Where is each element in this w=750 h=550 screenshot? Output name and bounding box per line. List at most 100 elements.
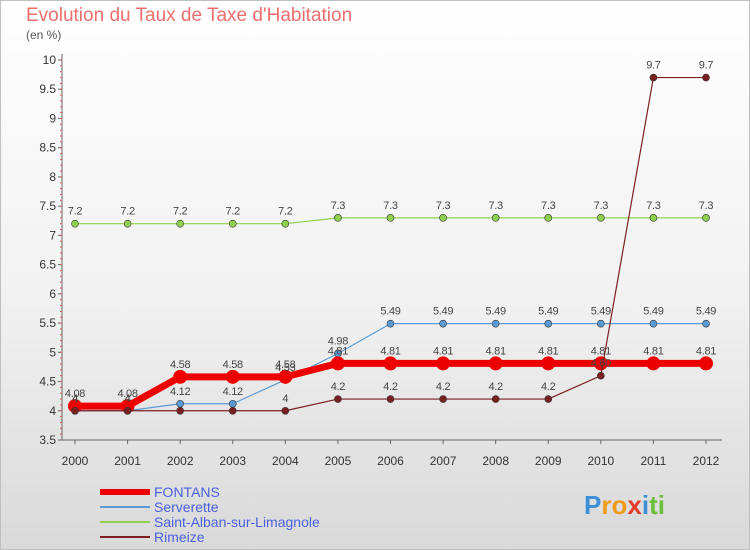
legend-label-serverette: Serverette (154, 499, 219, 515)
data-point (334, 395, 342, 403)
data-label: 9.7 (646, 60, 661, 72)
data-label: 5.49 (643, 306, 663, 318)
data-point (649, 319, 658, 328)
data-point (176, 406, 184, 415)
x-tick-label: 2004 (272, 454, 299, 468)
data-label: 7.3 (436, 200, 451, 212)
data-point (439, 319, 447, 328)
logo-letter: t (649, 490, 658, 520)
data-label: 4.08 (117, 388, 137, 400)
logo-letter: P (584, 490, 602, 520)
data-label: 4.81 (643, 345, 663, 357)
data-point (439, 395, 447, 403)
data-label: 5.49 (538, 306, 558, 318)
chart-title: Evolution du Taux de Taxe d'Habitation (26, 5, 353, 26)
data-point (649, 73, 658, 82)
data-label: 4 (282, 393, 288, 405)
data-label: 4.81 (433, 345, 453, 357)
data-label: 4.81 (591, 345, 611, 357)
data-label: 4.08 (65, 388, 85, 400)
logo-letter: i (657, 490, 665, 520)
x-tick-label: 2001 (114, 454, 141, 468)
data-label: 4.81 (486, 345, 506, 357)
x-tick-label: 2009 (535, 454, 562, 468)
data-label: 5.49 (486, 306, 506, 318)
data-point (123, 219, 132, 228)
x-tick-label: 2007 (430, 454, 457, 468)
data-label: 7.3 (699, 200, 714, 212)
data-label: 7.3 (488, 200, 503, 212)
x-tick-label: 2008 (482, 454, 509, 468)
y-tick-label: 5.5 (39, 316, 56, 330)
data-label: 5.49 (591, 306, 611, 318)
data-label: 4.2 (331, 381, 346, 393)
data-label: 4.12 (223, 386, 243, 398)
y-tick-label: 7 (49, 228, 56, 242)
data-label: 4 (125, 393, 131, 405)
legend-item-serverette: Serverette (100, 499, 420, 515)
data-point (439, 214, 447, 222)
data-label: 4.60 (591, 358, 611, 370)
y-tick-label: 7.5 (39, 199, 56, 213)
data-label: 7.2 (173, 206, 188, 218)
legend-item-fontans: FONTANS (100, 484, 420, 500)
data-label: 4.2 (541, 381, 556, 393)
data-label: 7.2 (278, 206, 293, 218)
data-point (544, 319, 553, 328)
data-label: 4.53 (275, 362, 295, 374)
data-point (228, 399, 237, 408)
data-label: 7.3 (541, 200, 556, 212)
y-tick-label: 10 (43, 53, 57, 67)
data-label: 7.2 (68, 206, 83, 218)
data-point (281, 406, 290, 415)
data-point (491, 214, 500, 222)
data-label: 7.3 (383, 200, 398, 212)
data-point (281, 219, 290, 228)
data-point (488, 356, 503, 371)
y-tick-label: 8.5 (39, 141, 56, 155)
data-label: 9.7 (699, 60, 714, 72)
data-point (383, 356, 398, 371)
y-tick-label: 4 (49, 404, 56, 418)
data-label: 4 (72, 393, 78, 405)
data-label: 5.49 (380, 306, 400, 318)
x-tick-label: 2010 (587, 454, 614, 468)
logo-letter: x (627, 490, 642, 520)
x-tick-label: 2011 (641, 454, 667, 468)
data-label: 7.3 (646, 200, 661, 212)
data-point (123, 406, 132, 415)
data-point (334, 214, 342, 222)
legend-label-saint-alban: Saint-Alban-sur-Limagnole (154, 514, 320, 530)
data-point (597, 371, 605, 380)
data-point (386, 395, 395, 403)
data-label: 7.2 (226, 206, 241, 218)
x-tick-label: 2003 (219, 454, 246, 468)
data-point (544, 214, 553, 222)
x-tick-label: 2012 (693, 454, 720, 468)
data-point (649, 214, 658, 222)
data-point (436, 356, 451, 371)
legend-swatch-saint-alban (100, 521, 150, 523)
data-label: 7.3 (594, 200, 609, 212)
data-label: 4.58 (170, 359, 190, 371)
y-tick-label: 6.5 (39, 258, 56, 272)
data-point (228, 406, 237, 415)
data-point (593, 356, 608, 371)
y-tick-label: 5 (49, 345, 56, 359)
data-label: 4.81 (696, 345, 716, 357)
data-point (646, 356, 661, 371)
data-label: 4.2 (488, 381, 503, 393)
data-point (702, 319, 710, 328)
legend-label-fontans: FONTANS (154, 484, 220, 500)
data-point (386, 319, 395, 328)
data-label: 4 (125, 393, 131, 405)
data-label: 4.98 (328, 335, 348, 347)
data-label: 7.2 (120, 206, 135, 218)
legend-item-saint-alban: Saint-Alban-sur-Limagnole (100, 514, 420, 530)
data-point (176, 399, 184, 408)
data-label: 4.81 (380, 345, 400, 357)
y-tick-label: 9 (49, 111, 56, 125)
data-point (278, 369, 293, 384)
